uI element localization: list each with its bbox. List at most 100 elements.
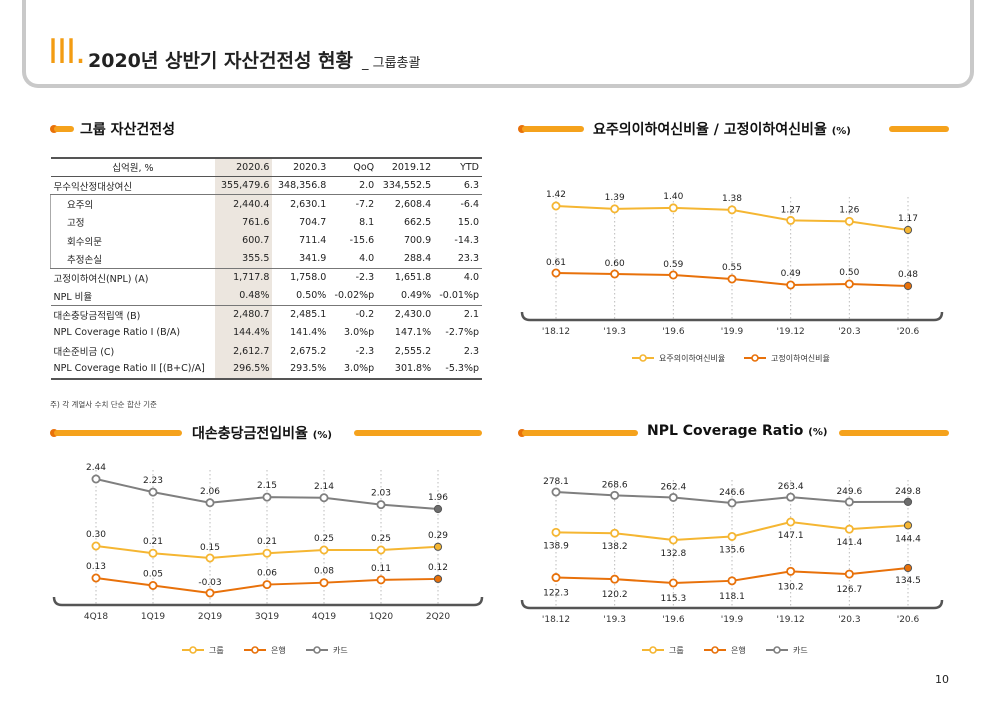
- data-label: 2.03: [371, 489, 391, 499]
- data-label: 2.06: [200, 487, 220, 497]
- chart3-title-text: NPL Coverage Ratio: [647, 423, 804, 439]
- data-point: [668, 203, 678, 213]
- data-label: 249.8: [895, 487, 921, 497]
- data-point: [319, 578, 329, 588]
- data-label: 0.15: [200, 543, 220, 553]
- x-tick-label: 1Q19: [141, 612, 166, 622]
- data-point: [844, 569, 854, 579]
- table-cell: -14.3: [454, 235, 479, 247]
- data-label: 2.14: [314, 482, 334, 492]
- table-cell: 704.7: [299, 216, 327, 228]
- data-label: 0.12: [428, 563, 448, 573]
- col-header-unit: 십억원, %: [50, 156, 216, 177]
- table-cell: 2.0: [329, 176, 378, 196]
- x-tick-label: '18.12: [542, 615, 570, 625]
- table-cell: 355,479.6: [215, 176, 273, 196]
- data-label: 2.15: [257, 481, 277, 491]
- chart3-title-unit: (%): [808, 427, 828, 438]
- data-label: 120.2: [602, 590, 628, 600]
- table-cell: -6.4: [460, 198, 479, 210]
- table-cell: -15.6: [349, 235, 375, 247]
- data-label: 0.21: [257, 537, 277, 547]
- data-point: [610, 269, 620, 279]
- table-header-row: 십억원, % 2020.6 2020.3 QoQ 2019.12 YTD: [50, 156, 482, 177]
- data-label: 0.49: [781, 269, 801, 279]
- table-cell: 0.49%: [377, 286, 435, 306]
- x-tick-label: '20.6: [897, 615, 920, 625]
- legend-marker: [313, 646, 321, 654]
- data-point: [148, 487, 158, 497]
- data-point: [262, 548, 272, 558]
- data-label: 1.38: [722, 194, 742, 204]
- data-point: [376, 500, 386, 510]
- data-point: [668, 578, 678, 588]
- data-label: 144.4: [895, 534, 921, 544]
- x-tick-label: 4Q19: [312, 612, 337, 622]
- data-point: [786, 517, 796, 527]
- asset-quality-table: 십억원, % 2020.6 2020.3 QoQ 2019.12 YTD 무수익…: [50, 156, 483, 380]
- data-point: [205, 588, 215, 598]
- data-label: 246.6: [719, 488, 745, 498]
- x-tick-label: '20.3: [838, 615, 861, 625]
- data-point: [844, 497, 854, 507]
- section-marker-bar: [354, 430, 482, 436]
- x-tick-label: 4Q18: [84, 612, 109, 622]
- x-tick-label: '20.6: [897, 327, 920, 337]
- table-cell: 296.5%: [215, 360, 273, 380]
- table-section-title: 그룹 자산건전성: [80, 122, 176, 138]
- table-cell: -0.02%p: [329, 286, 378, 306]
- legend-marker: [751, 354, 759, 362]
- data-point: [903, 281, 913, 291]
- section-marker-bar: [889, 126, 949, 132]
- data-point: [551, 201, 561, 211]
- row-label: 대손준비금 (C): [53, 347, 115, 359]
- section-marker-bar: [54, 430, 182, 436]
- table-row: 회수의문 600.7 711.4 -15.6 700.9 -14.3: [50, 231, 483, 250]
- table-row: 요주의 2,440.4 2,630.1 -7.2 2,608.4 -6.4: [50, 194, 483, 214]
- data-point: [844, 524, 854, 534]
- data-label: 115.3: [660, 594, 686, 604]
- data-point: [376, 575, 386, 585]
- x-tick-label: '19.12: [777, 327, 805, 337]
- data-point: [786, 215, 796, 225]
- delinquency-ratio-chart: '18.12 '19.3 '19.6 '19.9 '19.12 '20.3 '20.6 1.4…: [520, 190, 944, 363]
- legend-label: 고정이하여신비율: [771, 353, 830, 363]
- table-row: 고정 761.6 704.7 8.1 662.5 15.0: [50, 213, 483, 232]
- data-point: [727, 274, 737, 284]
- data-label: 126.7: [836, 585, 862, 595]
- data-label: 141.4: [836, 538, 862, 548]
- legend-label: 그룹: [669, 646, 684, 655]
- col-header: 2020.3: [272, 156, 330, 177]
- table-cell: 600.7: [215, 231, 273, 250]
- data-label: 0.13: [86, 562, 106, 572]
- chart1-title-unit: (%): [831, 126, 851, 137]
- col-header: 2019.12: [377, 156, 435, 177]
- data-point: [727, 498, 737, 508]
- row-label: 요주의: [50, 194, 216, 214]
- table-cell: 288.4: [377, 249, 435, 269]
- legend-marker: [773, 646, 781, 654]
- data-label: 0.05: [143, 570, 163, 580]
- x-axis-line: [52, 596, 484, 607]
- table-row: 대손충당금적립액 (B) 2,480.7 2,485.1 -0.2 2,430.0 2.1: [51, 305, 483, 324]
- data-point: [551, 487, 561, 497]
- data-label: 130.2: [778, 582, 804, 592]
- data-label: 134.5: [895, 576, 921, 586]
- section-marker-bar: [839, 430, 949, 436]
- row-label: 고정이하여신(NPL) (A): [53, 273, 149, 285]
- data-point: [205, 553, 215, 563]
- data-label: 0.59: [663, 260, 683, 270]
- table-row: 무수익산정대상여신 355,479.6 348,356.8 2.0 334,552.5 6…: [50, 176, 482, 196]
- data-point: [376, 545, 386, 555]
- table-row: 고정이하여신(NPL) (A) 1,717.8 1,758.0 -2.3 1,651.8…: [51, 268, 483, 287]
- data-point: [551, 527, 561, 537]
- legend-marker: [649, 646, 657, 654]
- data-label: 0.25: [314, 534, 334, 544]
- data-label: 1.27: [781, 205, 801, 215]
- data-label: 1.26: [839, 205, 859, 215]
- data-label: 0.60: [605, 259, 625, 269]
- table-cell: 711.4: [299, 235, 327, 247]
- data-label: 138.9: [543, 541, 569, 551]
- table-cell: 341.9: [272, 249, 330, 269]
- x-tick-label: 2Q19: [198, 612, 223, 622]
